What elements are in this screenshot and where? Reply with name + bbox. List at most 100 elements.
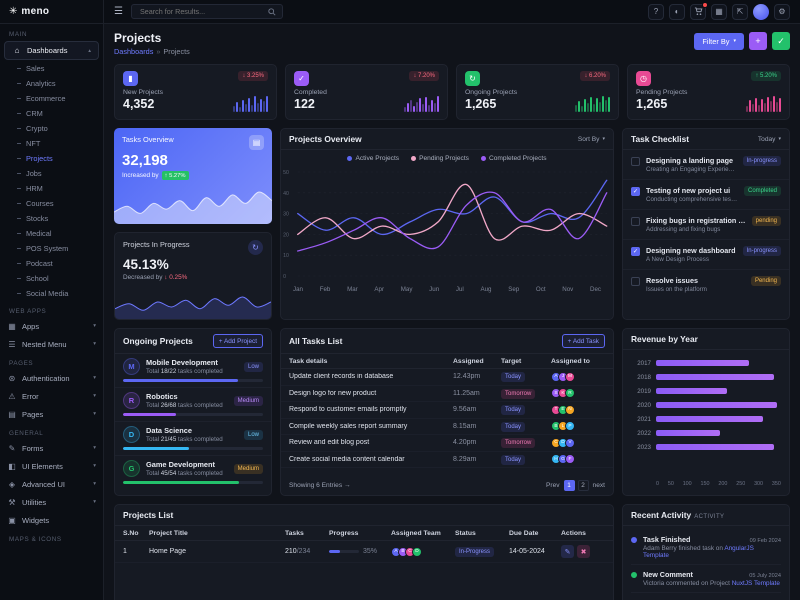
revenue-bar [656,374,774,381]
tasks-overview-sparkline [114,191,272,225]
sidebar-subitem-projects[interactable]: Projects [0,151,103,166]
sidebar-item-forms[interactable]: ✎ Forms ▾ [8,443,96,453]
legend-completed-projects[interactable]: Completed Projects [480,155,547,162]
list-icon[interactable]: ▤ [249,135,264,151]
sidebar-subitem-hrm[interactable]: HRM [0,181,103,196]
help-icon[interactable]: ? [648,3,664,20]
sidebar-item-authentication[interactable]: ⊛ Authentication ▾ [8,373,96,383]
checklist-item-testing-of-new-project-ui[interactable]: ✓ Testing of new project ui Conducting com… [623,180,789,211]
task-row[interactable]: Design logo for new product 11.25am Tomorr… [281,386,613,403]
sidebar-subitem-stocks[interactable]: Stocks [0,211,103,226]
avatar: R [565,388,575,399]
checklist-item-designing-new-dashboard[interactable]: ✓ Designing new dashboard A New Design Pro… [623,240,789,271]
ongoing-project-game-development[interactable]: G Game Development Total 45/54 tasks compl… [115,456,271,489]
pagination-prev[interactable]: Prev [545,482,560,490]
sidebar-item-nested-menu[interactable]: ☰ Nested Menu ▾ [8,339,96,349]
checkbox[interactable] [631,217,640,227]
pagination-page-2[interactable]: 2 [577,480,589,492]
sidebar-subitem-medical[interactable]: Medical [0,226,103,241]
sidebar-item-apps[interactable]: ▦ Apps ▾ [8,321,96,331]
refresh-icon[interactable]: ↻ [248,240,263,256]
task-row[interactable]: Create social media content calendar 8.29… [281,452,613,469]
pagination-page-1[interactable]: 1 [563,480,575,492]
task-row[interactable]: Compile weekly sales report summary 8.15a… [281,419,613,436]
brand-logo[interactable]: ✳ meno [0,0,103,24]
sidebar-subitem-courses[interactable]: Courses [0,196,103,211]
sort-by-dropdown[interactable]: Sort By ▾ [577,135,605,143]
checklist-item-resolve-issues[interactable]: Resolve issues Issues on the platform Pend… [623,270,789,299]
sidebar-subitem-jobs[interactable]: Jobs [0,166,103,181]
avatar[interactable] [753,3,769,20]
sidebar-subitem-ecommerce[interactable]: Ecommerce [0,91,103,106]
sidebar-subitem-school[interactable]: School [0,271,103,286]
grid-icon[interactable]: ▦ [711,3,727,20]
task-row[interactable]: Update client records in database 12.43pm… [281,369,613,386]
sidebar-item-dashboards[interactable]: ⌂ Dashboards ▴ [4,41,99,60]
sidebar-item-ui-elements[interactable]: ◧ UI Elements ▾ [8,461,96,471]
project-row[interactable]: 1 Home Page 210/234 35% A B C D In-Progress 14-05… [115,541,613,564]
checkbox[interactable]: ✓ [631,247,640,257]
activity-link[interactable]: AngularJS Template [643,545,754,560]
add-project-button[interactable]: + Add Project [212,334,263,349]
status-badge: Completed [743,186,781,197]
ongoing-project-data-science[interactable]: D Data Science Total 21/45 tasks completed… [115,422,271,457]
search-input[interactable] [137,6,264,17]
settings-gear-icon[interactable]: ⚙ [774,3,790,20]
sidebar-item-widgets[interactable]: ▣ Widgets [8,515,50,525]
project-title: Home Page [149,548,186,556]
sidebar-subitem-nft[interactable]: NFT [0,136,103,151]
task-row[interactable]: Review and edit blog post 4.20pm Tomorrow C… [281,435,613,452]
sidebar-subitem-crm[interactable]: CRM [0,106,103,121]
ui-icon: ◧ [8,461,16,471]
sidebar-subitem-sales[interactable]: Sales [0,61,103,76]
breadcrumb-home[interactable]: Dashboards [114,47,154,57]
sidebar-subitem-podcast[interactable]: Podcast [0,256,103,271]
stat-delta-badge: ↓ 6.20% [580,71,610,82]
checklist-item-subtitle: A New Design Process [646,256,709,264]
search-box[interactable] [130,4,283,19]
sidebar-subitem-analytics[interactable]: Analytics [0,76,103,91]
task-row[interactable]: Respond to customer emails promptly 9.56a… [281,402,613,419]
activity-dot [631,572,637,579]
checkbox[interactable] [631,157,640,167]
svg-text:50: 50 [283,170,289,176]
hamburger-menu-icon[interactable]: ☰ [114,6,123,17]
sidebar-subitem-crypto[interactable]: Crypto [0,121,103,136]
target-badge: Today [501,372,526,383]
ongoing-project-robotics[interactable]: R Robotics Total 26/68 tasks completed Medi… [115,388,271,423]
brand-logo-icon: ✳ [9,6,18,17]
edit-icon[interactable]: ✎ [561,545,574,559]
checklist-item-designing-a-landing-page[interactable]: Designing a landing page Creating an Enga… [623,150,789,181]
delete-icon[interactable]: ✖ [577,545,590,559]
activity-item[interactable]: New Comment 05 July 2024 Victoria commente… [631,565,781,594]
sidebar-section-general: GENERAL [9,430,44,437]
sidebar-subitem-social-media[interactable]: Social Media [0,286,103,301]
legend-active-projects[interactable]: Active Projects [347,155,399,162]
sidebar-item-advanced-ui[interactable]: ◈ Advanced UI ▾ [8,479,96,489]
sidebar-subitem-pos-system[interactable]: POS System [0,241,103,256]
sidebar-item-pages[interactable]: ▤ Pages ▾ [8,409,96,419]
checklist-item-fixing-bugs-in-registration-page[interactable]: Fixing bugs in registration page Addressi… [623,210,789,241]
pagination-next[interactable]: next [592,482,605,490]
activity-item[interactable]: Task Finished 09 Feb 2024 Adam Berry finis… [631,530,781,566]
legend-pending-projects[interactable]: Pending Projects [411,155,469,162]
theme-icon[interactable]: ◐ [669,3,685,20]
fullscreen-icon[interactable]: ⇱ [732,3,748,20]
today-dropdown[interactable]: Today ▾ [757,135,781,143]
sidebar-item-utilities[interactable]: ⚒ Utilities ▾ [8,497,96,507]
add-task-button[interactable]: + Add Task [561,334,605,349]
sidebar-item-error[interactable]: ⚠ Error ▾ [8,391,96,401]
widgets-icon: ▣ [8,515,16,525]
activity-link[interactable]: NuxtJS Template [731,580,780,588]
confirm-button[interactable]: ✓ [772,32,790,50]
avatar: D [412,546,422,557]
add-user-button[interactable]: + [749,32,767,50]
x-tick: Nov [562,286,574,294]
checkbox[interactable] [631,277,640,287]
ongoing-project-mobile-development[interactable]: M Mobile Development Total 18/22 tasks com… [115,354,271,389]
arrow-right-icon: → [344,482,351,490]
checkbox[interactable]: ✓ [631,187,640,197]
filter-by-button[interactable]: Filter By ▾ [694,32,744,50]
cart-icon[interactable] [690,1,708,20]
